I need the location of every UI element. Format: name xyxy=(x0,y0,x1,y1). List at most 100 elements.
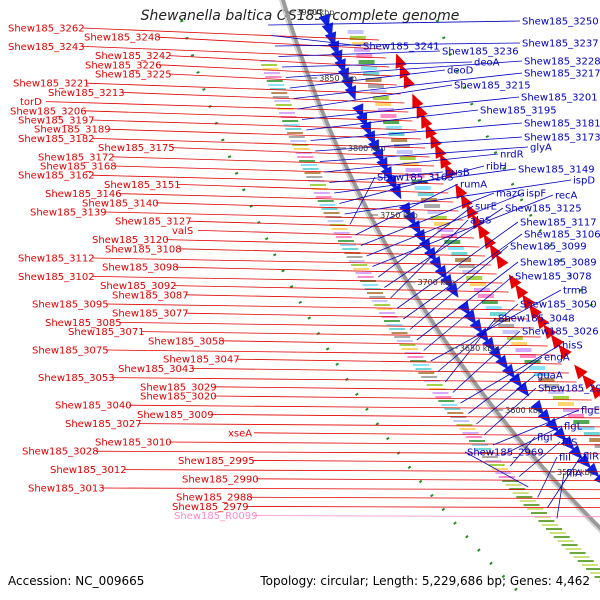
annotation-strip-inner xyxy=(352,42,368,46)
right-feature-label: ribH xyxy=(486,162,507,173)
right-feature-label: surE xyxy=(475,202,497,213)
right-label-connector xyxy=(492,409,580,446)
gene-arrow-forward xyxy=(522,294,535,310)
left-label-connector xyxy=(213,386,584,392)
ruler-tick-label: 3700 kbp xyxy=(418,278,456,287)
left-label-connector xyxy=(245,505,600,509)
annotation-strip-inner xyxy=(485,306,502,310)
right-feature-label: recA xyxy=(555,191,578,202)
annotation-strip-inner xyxy=(385,126,402,130)
right-feature-label: Shew185_3250 xyxy=(522,17,599,28)
left-label-connector xyxy=(249,496,600,500)
ruler-tick-label: 3800 kbp xyxy=(348,144,386,153)
right-label-connector xyxy=(306,109,479,131)
annotation-strip-outer xyxy=(272,96,289,98)
right-label-connector xyxy=(509,436,536,467)
feature-tracks xyxy=(180,0,600,600)
right-feature-label: Shew185_2993 xyxy=(538,384,600,395)
ruler-tick-label: 3850 kbp xyxy=(319,74,357,83)
annotation-strip-outer xyxy=(462,432,479,434)
annotation-strip-outer xyxy=(438,400,455,402)
right-feature-label: fliI xyxy=(559,453,571,464)
left-label-connector xyxy=(81,46,386,59)
right-feature-label: Shew185_3215 xyxy=(454,81,531,92)
right-label-connector xyxy=(396,221,519,309)
left-label-connector xyxy=(165,239,480,248)
annotation-strip-outer xyxy=(412,364,429,366)
annotation-strip-outer xyxy=(410,360,427,362)
annotation-strip-outer xyxy=(300,164,317,166)
left-label-connector xyxy=(191,368,569,374)
ruler-ticks: 3900 kbp 3850 kbp 3800 kbp 3750 kbp 3700 kbp… xyxy=(286,8,595,477)
left-feature-label: Shew185_3127 xyxy=(115,217,192,228)
gene-arrow-forward xyxy=(508,274,522,290)
annotation-strip-inner xyxy=(388,132,405,136)
left-label-connector xyxy=(81,27,380,41)
right-feature-label: nusB xyxy=(445,168,470,179)
annotation-strip-outer xyxy=(327,220,344,222)
left-label-connector xyxy=(251,460,600,464)
gene-arrow-reverse xyxy=(372,148,384,164)
annotation-strip-outer xyxy=(488,464,505,466)
annotation-strip-outer xyxy=(357,276,374,278)
left-label-connector xyxy=(168,73,397,86)
gene-arrow-forward xyxy=(435,143,447,159)
left-feature-label: Shew185_3242 xyxy=(95,51,172,62)
right-feature-label: Shew185_3117 xyxy=(520,218,597,229)
annotation-strip-inner xyxy=(477,294,494,298)
annotation-strip-inner xyxy=(578,426,595,430)
gene-arrow-reverse xyxy=(469,318,483,334)
annotation-strip-inner xyxy=(347,30,364,34)
annotation-strip-outer xyxy=(362,284,379,286)
left-feature-label: Shew185_3058 xyxy=(148,336,225,347)
left-feature-label: Shew185_3226 xyxy=(85,60,162,71)
annotation-strip-inner xyxy=(380,114,397,118)
right-label-connector xyxy=(297,84,453,110)
ruler-tick-label: 3550 kbp xyxy=(557,468,595,477)
right-label-connector xyxy=(268,20,521,26)
annotation-strip-outer xyxy=(527,508,544,510)
ruler-tick-label: 3750 kbp xyxy=(380,211,418,220)
left-feature-label: Shew185_3139 xyxy=(30,208,107,219)
annotation-strip-outer xyxy=(321,208,338,210)
right-label-connector xyxy=(360,192,495,246)
right-label-connector xyxy=(355,183,459,236)
annotation-strip-inner xyxy=(430,216,447,220)
annotation-strip-inner xyxy=(481,300,498,304)
right-feature-label: Shew185_3195 xyxy=(480,106,557,117)
annotation-strip-outer xyxy=(586,568,600,570)
gene-arrow-reverse xyxy=(577,453,591,469)
annotation-strip-inner xyxy=(466,276,483,280)
annotation-strip-inner xyxy=(533,372,550,376)
left-label-connector xyxy=(221,340,548,347)
annotation-strip-inner xyxy=(427,210,444,214)
annotation-strip-inner xyxy=(583,432,600,436)
annotation-strip-outer xyxy=(415,368,432,370)
right-label-connector xyxy=(310,122,523,141)
annotation-strip-outer xyxy=(426,384,443,386)
annotation-strip-outer xyxy=(407,356,424,358)
gene-arrow-forward xyxy=(425,123,437,139)
left-label-connector xyxy=(45,101,409,113)
right-label-connector xyxy=(403,233,523,320)
right-feature-label: flgE xyxy=(581,406,600,417)
right-feature-label: alaS xyxy=(470,216,491,227)
right-label-connector xyxy=(416,261,519,341)
annotation-strip-outer xyxy=(342,248,359,250)
annotation-strip-inner xyxy=(367,84,384,88)
annotation-strip-outer xyxy=(456,424,473,426)
gene-arrow-forward xyxy=(421,113,433,129)
annotation-strip-inner xyxy=(377,108,394,112)
left-feature-label: Shew185_3071 xyxy=(68,327,145,338)
annotation-strip-inner xyxy=(365,78,382,82)
right-label-connector xyxy=(274,42,521,47)
left-label-connector xyxy=(177,184,449,194)
annotation-strip-outer xyxy=(444,408,461,410)
right-label-connector xyxy=(285,60,523,78)
annotation-strip-inner xyxy=(543,384,560,388)
gene-arrow-forward xyxy=(574,364,588,380)
left-label-connector xyxy=(168,441,600,446)
ruler-line xyxy=(280,0,600,531)
left-feature-label: Shew185_3243 xyxy=(8,42,85,53)
